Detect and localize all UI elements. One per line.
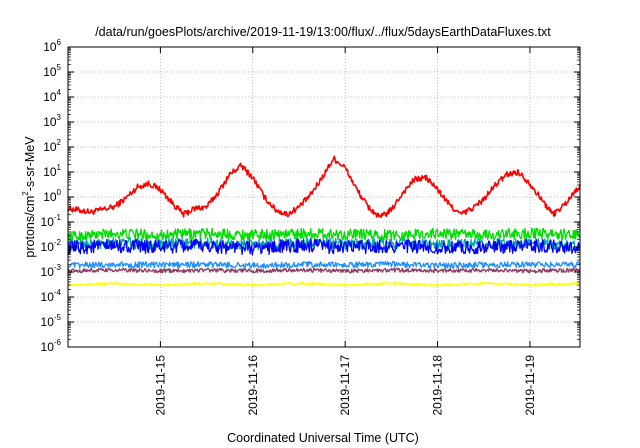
y-tick-exp: -5	[54, 313, 62, 322]
y-tick-exp: 3	[57, 113, 62, 122]
y-axis-label-sup: 2	[21, 191, 30, 196]
y-tick-base: 10	[41, 290, 55, 304]
x-tick-label: 2019-11-16	[246, 355, 260, 416]
y-tick-base: 10	[43, 65, 57, 79]
y-tick-label: 106	[43, 38, 61, 54]
y-tick-label: 104	[43, 88, 61, 104]
series-line	[67, 281, 581, 287]
y-tick-label: 10-3	[41, 263, 62, 279]
y-tick-base: 10	[43, 140, 57, 154]
y-tick-base: 10	[41, 340, 55, 354]
y-tick-exp: -6	[54, 338, 62, 347]
x-axis-label: Coordinated Universal Time (UTC)	[227, 431, 419, 445]
y-tick-exp: -1	[54, 213, 62, 222]
y-tick-label: 10-4	[41, 288, 62, 304]
y-tick-label: 102	[43, 138, 61, 154]
y-tick-base: 10	[43, 90, 57, 104]
chart-title: /data/run/goesPlots/archive/2019-11-19/1…	[95, 25, 551, 39]
y-tick-exp: -2	[54, 238, 62, 247]
y-tick-base: 10	[41, 215, 55, 229]
y-tick-label: 10-1	[41, 213, 62, 229]
y-tick-label: 10-5	[41, 313, 62, 329]
y-tick-label: 101	[43, 163, 61, 179]
y-tick-base: 10	[41, 240, 55, 254]
y-tick-label: 10-6	[41, 338, 62, 354]
y-tick-label: 100	[43, 188, 61, 204]
x-axis-ticks: 2019-11-15 2019-11-16 2019-11-17 2019-11-18…	[153, 47, 537, 416]
y-axis-ticks: 10-610-510-410-310-210-11001011021031041…	[41, 38, 580, 354]
y-tick-label: 10-2	[41, 238, 62, 254]
series-line	[67, 238, 581, 256]
y-tick-base: 10	[43, 165, 57, 179]
series-line	[67, 267, 581, 274]
x-tick-label: 2019-11-15	[153, 355, 167, 416]
x-tick-label: 2019-11-17	[338, 355, 352, 416]
series-line	[67, 260, 581, 270]
y-axis-label-prefix: protons/cm	[23, 196, 37, 258]
y-axis-label: protons/cm2-s-sr-MeV	[21, 136, 37, 258]
y-tick-base: 10	[41, 315, 55, 329]
y-tick-exp: 0	[57, 188, 62, 197]
series-line	[67, 155, 581, 219]
y-tick-label: 103	[43, 113, 61, 129]
series-line	[67, 227, 581, 243]
y-tick-exp: 5	[57, 63, 62, 72]
y-tick-exp: 6	[57, 38, 62, 47]
grid	[68, 47, 580, 347]
y-tick-base: 10	[43, 190, 57, 204]
x-tick-label: 2019-11-18	[431, 355, 445, 416]
x-tick-label: 2019-11-19	[523, 355, 537, 416]
y-tick-exp: -4	[54, 288, 62, 297]
y-tick-exp: -3	[54, 263, 62, 272]
y-tick-exp: 1	[57, 163, 62, 172]
y-tick-label: 105	[43, 63, 61, 79]
y-tick-base: 10	[41, 265, 55, 279]
y-tick-exp: 4	[57, 88, 62, 97]
y-tick-base: 10	[43, 115, 57, 129]
y-axis-label-suffix: -s-sr-MeV	[23, 136, 37, 192]
series-layer	[67, 155, 581, 287]
y-tick-exp: 2	[57, 138, 62, 147]
y-tick-base: 10	[43, 40, 57, 54]
